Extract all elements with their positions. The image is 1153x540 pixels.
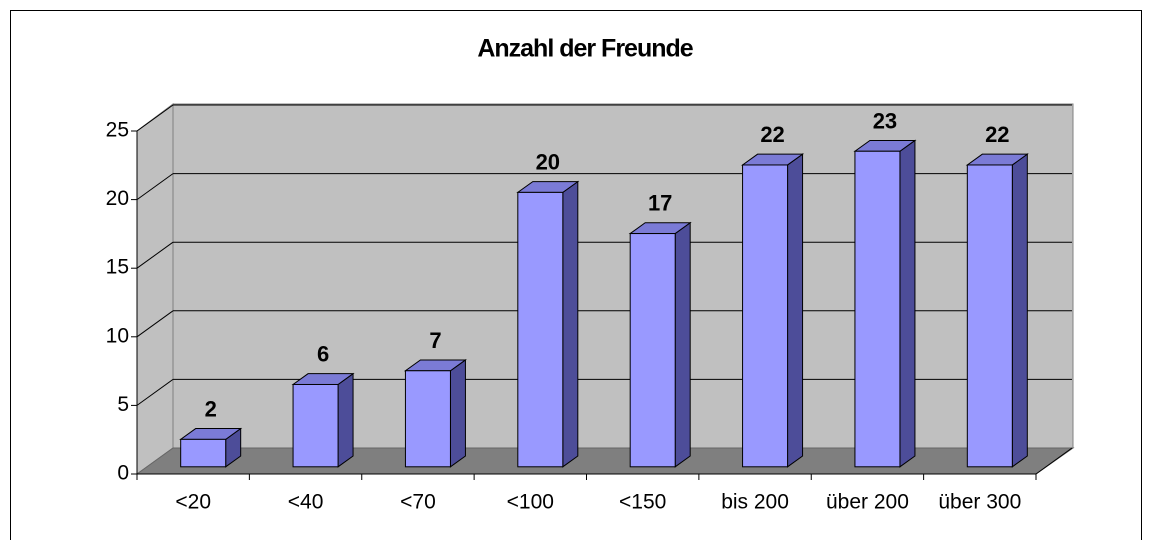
x-tick-label: <40 <box>288 491 324 514</box>
y-tick-label: 10 <box>106 324 129 347</box>
side-wall <box>136 103 174 475</box>
x-tick-label: <20 <box>175 491 211 514</box>
y-tick-label: 25 <box>106 119 129 142</box>
y-tick-label: 15 <box>106 256 129 279</box>
data-label: 23 <box>873 108 897 133</box>
data-label: 7 <box>429 328 441 353</box>
bar <box>629 233 676 468</box>
bar <box>742 164 789 468</box>
y-tick-label: 0 <box>117 462 129 485</box>
data-label: 17 <box>648 191 672 216</box>
data-label: 6 <box>317 341 329 366</box>
bar-side <box>1011 153 1028 468</box>
bar <box>854 150 901 468</box>
x-tick-label: bis 200 <box>721 491 789 514</box>
data-label: 22 <box>760 122 784 147</box>
y-tick-label: 20 <box>106 187 129 210</box>
bar <box>292 383 339 468</box>
data-label: 2 <box>205 396 217 421</box>
grid-line <box>136 241 174 269</box>
bar <box>180 438 227 468</box>
bar-side <box>449 358 466 468</box>
bar <box>966 164 1013 468</box>
y-tick-label: 5 <box>117 393 129 416</box>
x-tick-label: über 300 <box>938 491 1021 514</box>
bar-side <box>787 153 804 468</box>
floor <box>135 447 1075 475</box>
x-tick-label: <100 <box>507 491 554 514</box>
grid-line <box>136 173 174 201</box>
bar-side <box>674 221 691 468</box>
x-tick-label: über 200 <box>826 491 909 514</box>
grid-line <box>136 310 174 338</box>
x-tick-label: <150 <box>619 491 666 514</box>
grid-line <box>136 104 174 132</box>
floor-edge <box>1035 447 1073 475</box>
x-tick-label: <70 <box>400 491 436 514</box>
bar-side <box>562 180 579 468</box>
chart-title: Anzahl der Freunde <box>477 35 693 63</box>
data-label: 22 <box>985 122 1009 147</box>
bar-side <box>899 139 916 468</box>
bar-side <box>337 372 354 468</box>
grid-line <box>136 378 174 406</box>
bar <box>517 191 564 468</box>
data-label: 20 <box>536 149 560 174</box>
bar <box>404 370 451 468</box>
